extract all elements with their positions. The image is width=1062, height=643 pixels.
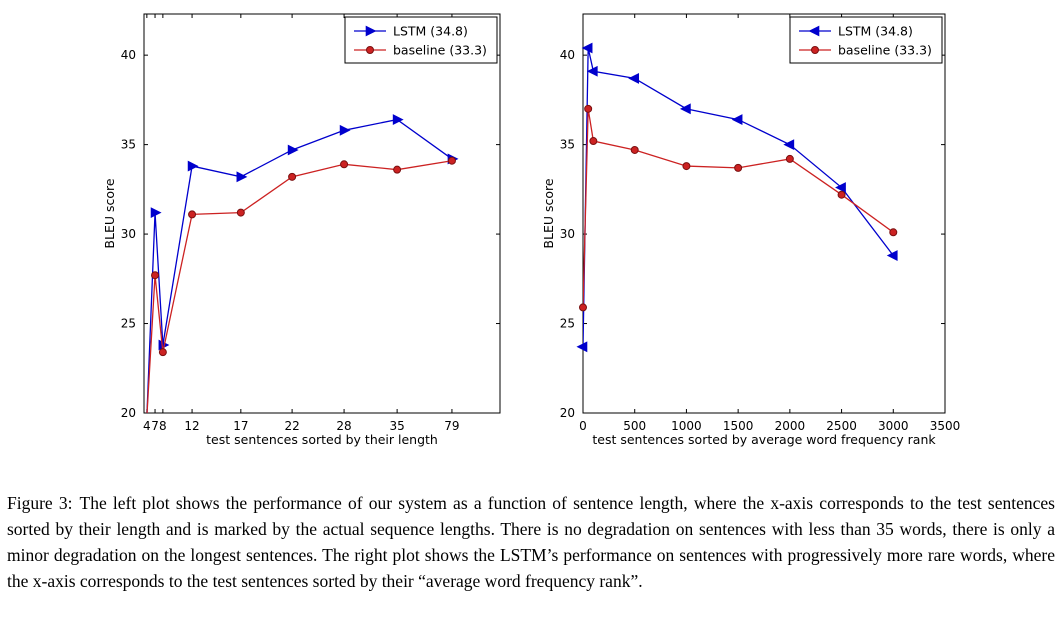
left-chart: 20 25 30 35 40 4 7 8 12 17 22 28 35 79 test sentences … — [102, 13, 501, 447]
x-tick-label: 1000 — [671, 419, 702, 433]
y-tick-label: 35 — [560, 138, 575, 152]
x-tick-label: 28 — [336, 419, 351, 433]
x-tick-label: 0 — [579, 419, 587, 433]
legend-box — [344, 16, 498, 64]
y-tick-label: 20 — [560, 406, 575, 420]
circle-marker — [682, 162, 691, 171]
triangle-left-marker — [576, 341, 588, 353]
legend-label: LSTM (34.8) — [838, 24, 913, 39]
triangle-left-marker — [808, 25, 820, 37]
x-tick-label: 22 — [284, 419, 299, 433]
y-tick-label: 25 — [560, 317, 575, 331]
series-line — [146, 160, 453, 413]
circle-marker — [340, 160, 349, 169]
x-tick-label: 8 — [159, 419, 167, 433]
plot-frame — [143, 13, 501, 414]
x-tick-label: 1500 — [723, 419, 754, 433]
legend-label: baseline (33.3) — [838, 43, 932, 58]
triangle-right-marker — [392, 114, 404, 125]
legend-label: baseline (33.3) — [393, 43, 487, 58]
x-tick-label: 500 — [623, 419, 646, 433]
triangle-left-marker — [886, 250, 898, 261]
triangle-left-marker — [783, 139, 795, 151]
triangle-right-marker — [339, 124, 351, 136]
series-line — [583, 108, 894, 308]
y-axis-label: BLEU score — [541, 178, 556, 248]
legend: LSTM (34.8) baseline (33.3) — [344, 16, 498, 64]
x-tick-label: 2000 — [775, 419, 806, 433]
circle-marker — [188, 210, 197, 219]
triangle-left-marker — [628, 73, 640, 84]
triangle-right-marker — [187, 160, 199, 172]
x-tick-label: 79 — [444, 419, 459, 433]
figure-caption-text: The left plot shows the performance of o… — [7, 493, 1055, 591]
y-tick-label: 40 — [560, 48, 575, 62]
plot-frame — [582, 13, 946, 414]
legend-label: LSTM (34.8) — [393, 24, 468, 39]
circle-marker — [734, 163, 743, 172]
series — [579, 104, 898, 312]
circle-marker — [288, 172, 297, 181]
right-chart: 20 25 30 35 40 0 500 1000 1500 2000 2500 3000 3500te… — [541, 13, 961, 447]
triangle-right-marker — [236, 171, 248, 183]
x-axis-label: test sentences sorted by their length — [206, 432, 438, 447]
legend-box — [789, 16, 943, 64]
x-axis-label: test sentences sorted by average word fr… — [592, 432, 936, 447]
circle-marker — [811, 46, 819, 54]
triangle-left-marker — [731, 114, 743, 125]
circle-marker — [366, 46, 374, 54]
circle-marker — [393, 165, 402, 174]
triangle-left-marker — [581, 42, 593, 54]
circle-marker — [579, 303, 587, 312]
legend: LSTM (34.8) baseline (33.3) — [789, 16, 943, 64]
circle-marker — [589, 137, 598, 146]
y-tick-label: 20 — [121, 406, 136, 420]
triangle-left-marker — [835, 182, 846, 193]
x-tick-label: 3500 — [930, 419, 961, 433]
circle-marker — [837, 190, 846, 199]
series — [576, 42, 898, 353]
series — [146, 114, 459, 413]
circle-marker — [236, 208, 245, 217]
x-tick-label: 2500 — [826, 419, 857, 433]
circle-marker — [151, 271, 160, 280]
circle-marker — [158, 348, 167, 357]
x-tick-label: 12 — [184, 419, 199, 433]
y-tick-label: 30 — [121, 227, 136, 241]
y-tick-label: 30 — [560, 227, 575, 241]
figure-caption-label: Figure 3: — [7, 493, 73, 513]
x-tick-label: 3000 — [878, 419, 909, 433]
x-tick-label: 17 — [233, 419, 248, 433]
triangle-left-marker — [679, 103, 691, 115]
series-line — [583, 47, 894, 347]
circle-marker — [447, 156, 456, 165]
circle-marker — [889, 228, 898, 237]
triangle-right-marker — [287, 144, 299, 156]
x-tick-label: 35 — [389, 419, 404, 433]
y-axis-label: BLEU score — [102, 178, 117, 248]
circle-marker — [584, 104, 593, 113]
y-tick-label: 40 — [121, 48, 136, 62]
triangle-left-marker — [586, 65, 598, 77]
triangle-right-marker — [365, 25, 377, 37]
x-tick-label: 7 — [151, 419, 159, 433]
figure-caption: Figure 3: The left plot shows the perform… — [7, 490, 1055, 594]
circle-marker — [630, 145, 639, 154]
y-tick-label: 35 — [121, 138, 136, 152]
y-tick-label: 25 — [121, 317, 136, 331]
triangle-right-marker — [150, 207, 162, 219]
x-tick-label: 4 — [143, 419, 151, 433]
circle-marker — [785, 154, 794, 163]
series — [146, 156, 456, 413]
